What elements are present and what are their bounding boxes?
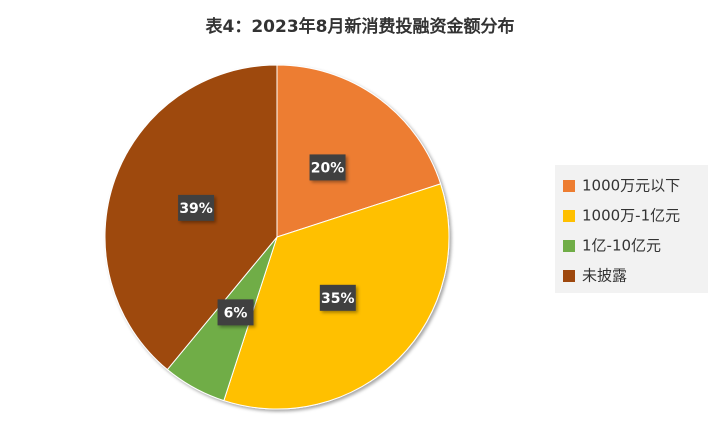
data-labels: 20% 35% 6% 39%: [178, 154, 356, 326]
pie-slice: [276, 64, 442, 238]
pie: [104, 64, 450, 410]
legend-box: [555, 165, 708, 293]
data-label-box: [217, 299, 254, 326]
data-label-box: [319, 284, 356, 311]
data-label-box: [178, 194, 215, 221]
data-label-box: [309, 154, 346, 181]
legend-label: 1000万元以下: [582, 177, 680, 195]
legend-swatch: [563, 270, 575, 282]
data-label: 35%: [321, 291, 355, 307]
chart-title: 表4：2023年8月新消费投融资金额分布: [206, 16, 515, 37]
legend-swatch: [563, 180, 575, 192]
legend-label: 1000万-1亿元: [582, 207, 680, 225]
legend-swatch: [563, 210, 575, 222]
data-label: 20%: [311, 160, 345, 176]
data-label: 39%: [179, 201, 213, 217]
data-label: 6%: [224, 305, 248, 321]
legend-label: 未披露: [582, 267, 627, 285]
legend-swatch: [563, 240, 575, 252]
legend-label: 1亿-10亿元: [582, 237, 661, 255]
